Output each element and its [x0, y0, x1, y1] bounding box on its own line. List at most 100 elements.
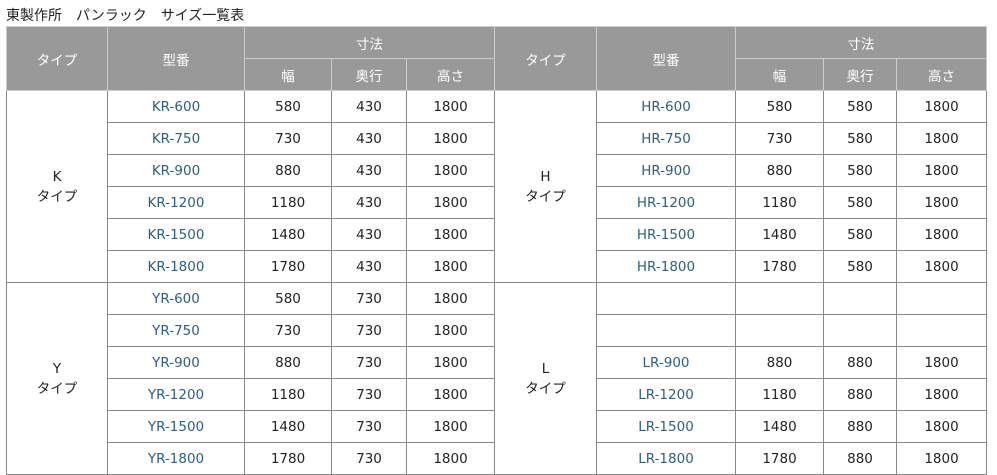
depth-cell: 430	[331, 218, 407, 251]
height-cell	[896, 314, 987, 347]
table-row: YR-900 880 730 1800 LR-900 880 880 1800	[7, 346, 987, 379]
header-depth: 奥行	[823, 58, 897, 91]
width-cell: 1480	[244, 410, 332, 443]
depth-cell	[823, 282, 897, 315]
model-cell[interactable]: KR-600	[107, 90, 245, 123]
width-cell: 730	[244, 122, 332, 155]
depth-cell: 430	[331, 154, 407, 187]
depth-cell: 730	[331, 282, 407, 315]
width-cell: 1780	[244, 250, 332, 283]
model-cell[interactable]: KR-1800	[107, 250, 245, 283]
model-cell[interactable]: YR-1800	[107, 442, 245, 475]
width-cell: 1780	[244, 442, 332, 475]
height-cell: 1800	[896, 410, 987, 443]
height-cell	[896, 282, 987, 315]
depth-cell: 730	[331, 378, 407, 411]
height-cell: 1800	[406, 250, 495, 283]
model-cell[interactable]: YR-600	[107, 282, 245, 315]
depth-cell: 580	[823, 250, 897, 283]
model-cell[interactable]: LR-1200	[596, 378, 736, 411]
width-cell: 580	[244, 282, 332, 315]
depth-cell: 430	[331, 122, 407, 155]
height-cell: 1800	[896, 122, 987, 155]
height-cell: 1800	[406, 186, 495, 219]
table-row: K タイプ KR-600 580 430 1800 H タイプ HR-600 580 580 1800	[6, 90, 987, 283]
model-cell[interactable]: HR-1200	[596, 186, 736, 219]
table-row: KR-1500 1480 430 1800 HR-1500 1480 580 1800	[7, 218, 987, 251]
model-cell[interactable]: KR-750	[107, 122, 245, 155]
model-cell[interactable]: KR-900	[107, 154, 245, 187]
height-cell: 1800	[406, 378, 495, 411]
model-cell[interactable]: LR-1500	[596, 410, 736, 443]
height-cell: 1800	[896, 154, 987, 187]
depth-cell: 580	[823, 90, 897, 123]
depth-cell: 430	[331, 186, 407, 219]
depth-cell: 430	[331, 90, 407, 123]
width-cell: 1180	[735, 186, 824, 219]
depth-cell: 880	[823, 378, 897, 411]
model-cell[interactable]	[596, 314, 736, 347]
type-letter: H	[540, 168, 551, 185]
model-cell[interactable]: HR-900	[596, 154, 736, 187]
header-width: 幅	[735, 58, 824, 91]
width-cell: 1180	[244, 186, 332, 219]
width-cell: 880	[244, 154, 332, 187]
height-cell: 1800	[406, 314, 495, 347]
type-letter: K	[52, 168, 62, 185]
header-type: タイプ	[494, 26, 597, 91]
table-row: YR-1200 1180 730 1800 LR-1200 1180 880 1800	[7, 378, 987, 411]
header-height: 高さ	[896, 58, 987, 91]
depth-cell: 730	[331, 346, 407, 379]
type-cell: K タイプ	[6, 90, 108, 283]
model-cell[interactable]: HR-600	[596, 90, 736, 123]
model-cell[interactable]: HR-750	[596, 122, 736, 155]
height-cell: 1800	[896, 250, 987, 283]
model-cell[interactable]: YR-1500	[107, 410, 245, 443]
model-cell[interactable]: LR-900	[596, 346, 736, 379]
width-cell: 580	[244, 90, 332, 123]
model-cell[interactable]: LR-1800	[596, 442, 736, 475]
depth-cell: 580	[823, 218, 897, 251]
type-cell: Y タイプ	[6, 282, 108, 475]
height-cell: 1800	[406, 154, 495, 187]
type-suffix: タイプ	[36, 380, 78, 397]
width-cell: 1180	[244, 378, 332, 411]
header-dimensions: 寸法	[244, 26, 495, 59]
table-row: YR-1500 1480 730 1800 LR-1500 1480 880 1800	[7, 410, 987, 443]
model-cell[interactable]: YR-900	[107, 346, 245, 379]
width-cell: 1780	[735, 250, 824, 283]
width-cell: 1780	[735, 442, 824, 475]
model-cell[interactable]: HR-1500	[596, 218, 736, 251]
depth-cell: 880	[823, 410, 897, 443]
height-cell: 1800	[896, 186, 987, 219]
size-table: タイプ 型番 寸法 タイプ 型番 寸法 幅 奥行 高さ 幅 奥行 高さ K タイプ…	[6, 26, 987, 475]
height-cell: 1800	[896, 346, 987, 379]
type-cell: L タイプ	[494, 282, 597, 475]
model-cell[interactable]: KR-1200	[107, 186, 245, 219]
type-letter: Y	[52, 360, 62, 377]
header-dimensions: 寸法	[735, 26, 987, 59]
header-model: 型番	[596, 26, 736, 91]
height-cell: 1800	[896, 90, 987, 123]
page-title: 東製作所 パンラック サイズ一覧表	[6, 8, 245, 24]
model-cell[interactable]: YR-750	[107, 314, 245, 347]
header-height: 高さ	[406, 58, 495, 91]
depth-cell: 730	[331, 410, 407, 443]
model-cell[interactable]	[596, 282, 736, 315]
model-cell[interactable]: KR-1500	[107, 218, 245, 251]
height-cell: 1800	[406, 410, 495, 443]
width-cell	[735, 314, 824, 347]
height-cell: 1800	[406, 122, 495, 155]
height-cell: 1800	[896, 218, 987, 251]
depth-cell: 580	[823, 186, 897, 219]
height-cell: 1800	[406, 90, 495, 123]
header-width: 幅	[244, 58, 332, 91]
width-cell: 580	[735, 90, 824, 123]
width-cell: 730	[735, 122, 824, 155]
width-cell: 1480	[244, 218, 332, 251]
height-cell: 1800	[406, 442, 495, 475]
model-cell[interactable]: YR-1200	[107, 378, 245, 411]
type-suffix: タイプ	[525, 380, 566, 397]
height-cell: 1800	[406, 218, 495, 251]
model-cell[interactable]: HR-1800	[596, 250, 736, 283]
